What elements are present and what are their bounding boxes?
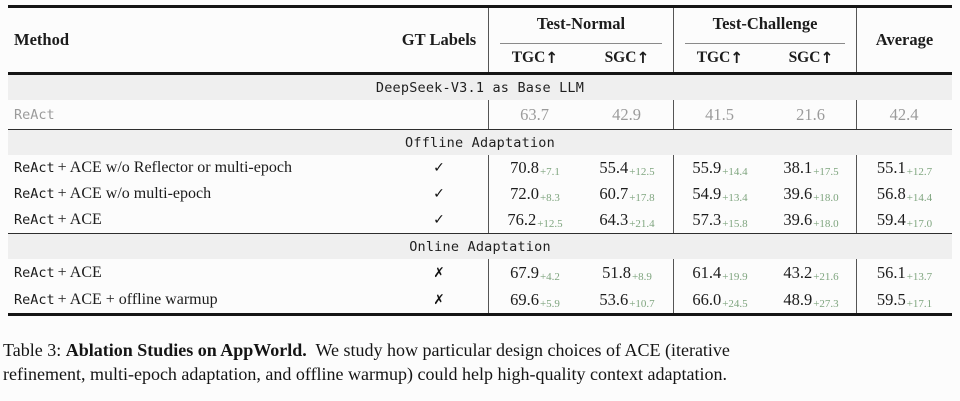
metric-cell: 72.0 +8.3 xyxy=(510,184,560,204)
metric-cell: 43.2 +21.6 xyxy=(766,259,857,286)
section-band-base-llm: DeepSeek-V3.1 as Base LLM xyxy=(8,75,952,100)
col-header-gt-labels: GT Labels xyxy=(390,8,489,72)
col-header-average: Average xyxy=(875,30,934,49)
gt-mark xyxy=(390,100,489,129)
metric-cell: 59.4 +17.0 xyxy=(876,210,933,230)
up-arrow-icon: ↑ xyxy=(636,49,650,67)
cmidrule xyxy=(500,43,662,44)
metric-cell: 53.6 +10.7 xyxy=(581,286,674,313)
metric-cell: 59.5 +17.1 xyxy=(876,289,933,310)
group-label: Test-Challenge xyxy=(712,14,818,33)
caption-line-2: refinement, multi-epoch adaptation, and … xyxy=(3,364,727,384)
method-cell: ReAct + ACE xyxy=(14,211,102,228)
metric-cell: 67.9 +4.2 xyxy=(510,262,560,283)
metric-cell: 39.6 +18.0 xyxy=(766,181,857,207)
table-caption: Table 3: Ablation Studies on AppWorld. W… xyxy=(3,338,957,386)
col-header-method: Method xyxy=(14,30,69,49)
metric-cell: 66.0 +24.5 xyxy=(692,289,748,310)
check-mark-icon: ✓ xyxy=(390,207,489,233)
metric-cell: 76.2 +12.5 xyxy=(507,210,563,230)
metric-cell: 51.8 +8.9 xyxy=(581,259,674,286)
method-cell: ReAct + ACE w/o multi-epoch xyxy=(14,185,212,202)
col-header-sgc-challenge: SGC ↑ xyxy=(766,44,857,72)
metric-cell: 21.6 xyxy=(766,100,857,129)
col-header-sgc-normal: SGC ↑ xyxy=(581,44,674,72)
cross-mark-icon: ✗ xyxy=(390,286,489,313)
metric-cell: 55.4 +12.5 xyxy=(581,155,674,181)
metric-cell: 69.6 +5.9 xyxy=(510,289,560,310)
metric-cell: 61.4 +19.9 xyxy=(692,262,748,283)
metric-cell: 42.9 xyxy=(581,100,674,129)
table-row-ace-wo-multiepoch: ReAct + ACE w/o multi-epoch ✓ 72.0 +8.3 6… xyxy=(8,181,952,207)
metric-cell: 55.9 +14.4 xyxy=(692,158,748,178)
col-group-test-challenge: Test-Challenge xyxy=(674,8,857,44)
metric-cell: 64.3 +21.4 xyxy=(581,207,674,233)
metric-cell: 41.5 xyxy=(705,104,734,124)
table-row-react: ReAct 63.7 42.9 41.5 21.6 42.4 xyxy=(8,100,952,129)
caption-line-1: Table 3: Ablation Studies on AppWorld. W… xyxy=(3,340,730,360)
section-band-online: Online Adaptation xyxy=(8,234,952,259)
metric-cell: 60.7 +17.8 xyxy=(581,181,674,207)
section-rule xyxy=(8,233,952,234)
table-row-ace-online: ReAct + ACE ✗ 67.9 +4.2 51.8 +8.9 61.4 +19.… xyxy=(8,259,952,286)
bottom-rule xyxy=(8,313,952,316)
check-mark-icon: ✓ xyxy=(390,181,489,207)
metric-cell: 48.9 +27.3 xyxy=(766,286,857,313)
group-label: Test-Normal xyxy=(536,14,626,33)
metric-cell: 39.6 +18.0 xyxy=(766,207,857,233)
up-arrow-icon: ↑ xyxy=(730,49,744,67)
table-row-ace-offline: ReAct + ACE ✓ 76.2 +12.5 64.3 +21.4 57.3 +1… xyxy=(8,207,952,233)
method-cell: ReAct xyxy=(14,106,55,123)
method-cell: ReAct + ACE xyxy=(14,263,102,281)
metric-cell: 54.9 +13.4 xyxy=(692,184,748,204)
up-arrow-icon: ↑ xyxy=(820,49,834,67)
metric-cell: 55.1 +12.7 xyxy=(876,158,933,178)
header-rule xyxy=(8,72,952,75)
up-arrow-icon: ↑ xyxy=(545,49,559,67)
metric-cell: 38.1 +17.5 xyxy=(766,155,857,181)
metric-cell: 70.8 +7.1 xyxy=(510,158,560,178)
col-group-test-normal: Test-Normal xyxy=(489,8,674,44)
metric-cell: 56.1 +13.7 xyxy=(876,262,933,283)
metric-cell: 63.7 xyxy=(520,104,549,124)
cmidrule xyxy=(684,43,846,44)
method-cell: ReAct + ACE w/o Reflector or multi-epoch xyxy=(14,159,292,176)
metric-cell: 57.3 +15.8 xyxy=(692,210,748,230)
metric-cell: 42.4 xyxy=(889,104,919,124)
col-header-tgc-normal: TGC ↑ xyxy=(511,49,559,67)
section-rule xyxy=(8,129,952,130)
section-band-offline: Offline Adaptation xyxy=(8,130,952,155)
col-header-tgc-challenge: TGC ↑ xyxy=(696,49,744,67)
table-row-ace-wo-reflector: ReAct + ACE w/o Reflector or multi-epoch… xyxy=(8,155,952,181)
ablation-table: Method GT Labels Test-Normal Test-Challe… xyxy=(8,5,952,316)
method-cell: ReAct + ACE + offline warmup xyxy=(14,290,218,308)
top-rule xyxy=(8,5,952,8)
check-mark-icon: ✓ xyxy=(390,155,489,181)
table-row-ace-warmup: ReAct + ACE + offline warmup ✗ 69.6 +5.9 … xyxy=(8,286,952,313)
metric-cell: 56.8 +14.4 xyxy=(876,184,933,204)
cross-mark-icon: ✗ xyxy=(390,259,489,286)
table-header: Method GT Labels Test-Normal Test-Challe… xyxy=(8,8,952,72)
